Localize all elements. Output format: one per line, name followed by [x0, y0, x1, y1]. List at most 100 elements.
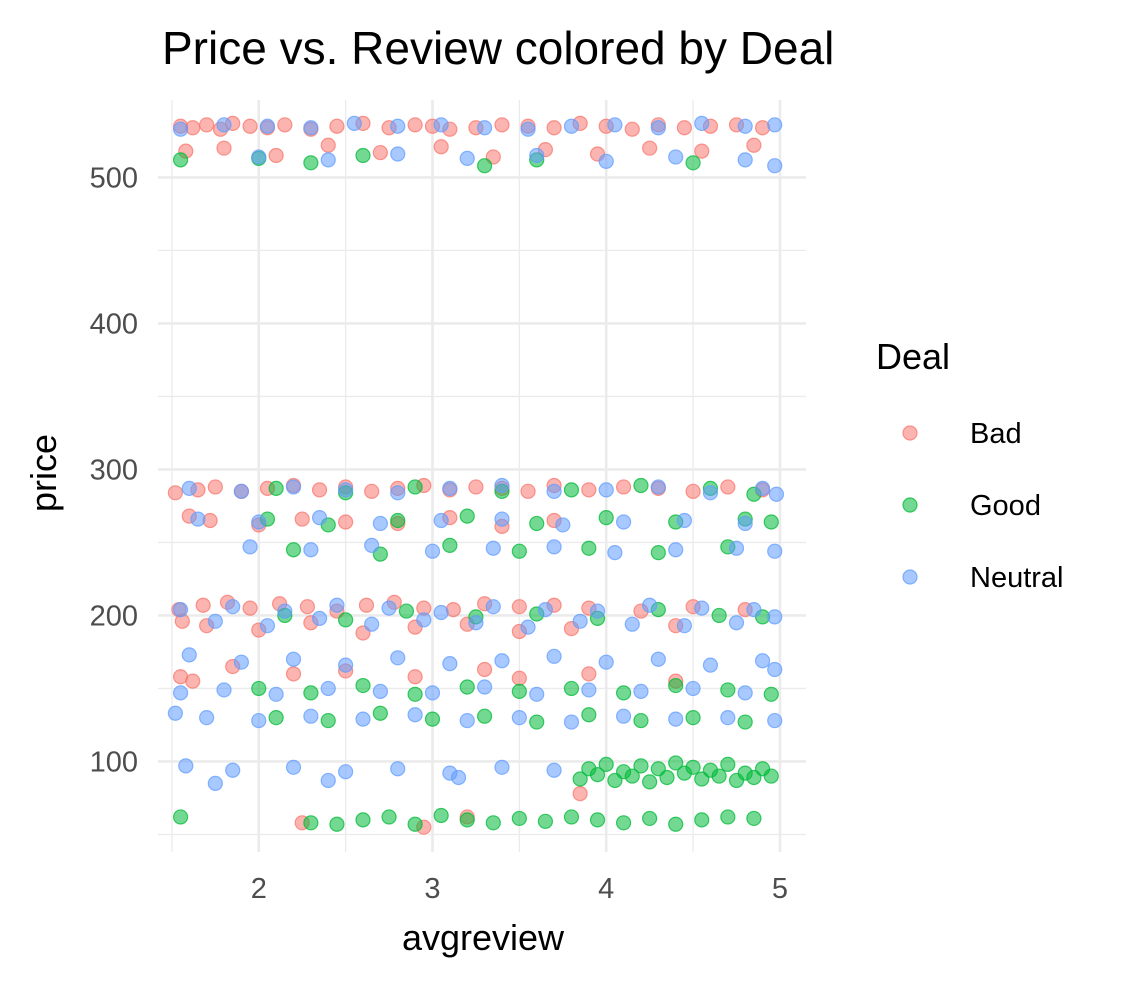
data-point [303, 542, 319, 558]
data-point [199, 117, 215, 133]
data-point [407, 479, 423, 495]
data-point [720, 809, 736, 825]
data-point [581, 682, 597, 698]
data-point [763, 768, 779, 784]
data-point [424, 711, 441, 727]
data-point [668, 542, 684, 558]
data-point [511, 710, 527, 726]
data-point [642, 140, 658, 156]
data-point [607, 772, 623, 789]
data-point [598, 756, 614, 772]
data-point [259, 118, 276, 134]
data-point [494, 511, 510, 527]
data-point [433, 512, 449, 529]
data-point [181, 647, 197, 663]
data-point [477, 661, 493, 678]
data-point [581, 666, 597, 682]
data-point [728, 772, 745, 789]
x-axis-tick-labels: 2 3 4 5 [251, 873, 788, 905]
legend-title: Deal [876, 336, 950, 377]
data-point [520, 483, 536, 499]
data-point [172, 121, 189, 137]
data-point [459, 150, 475, 167]
data-point [668, 711, 684, 727]
legend-label: Good [970, 490, 1041, 522]
data-point [520, 121, 536, 137]
data-point [650, 545, 666, 561]
data-point [563, 118, 580, 134]
data-point [529, 515, 545, 532]
data-point [407, 669, 423, 685]
data-point [285, 479, 302, 495]
data-point [285, 759, 302, 775]
data-point [668, 677, 684, 694]
data-point [581, 707, 597, 723]
data-point [346, 115, 362, 131]
data-point [372, 705, 388, 721]
data-point [433, 807, 449, 824]
data-point [390, 485, 406, 501]
data-point [537, 602, 554, 618]
legend-item-bad: Bad [902, 418, 1022, 450]
data-point [633, 477, 649, 494]
data-point [607, 545, 623, 561]
data-point [372, 515, 388, 532]
data-point [555, 517, 571, 533]
data-point [589, 767, 606, 783]
data-point [185, 673, 201, 689]
data-point [642, 774, 658, 790]
data-point [311, 482, 328, 498]
data-point [338, 764, 354, 780]
data-point [285, 666, 302, 682]
data-point [676, 765, 692, 781]
data-point [303, 708, 319, 724]
data-point [233, 483, 249, 499]
data-point [320, 772, 336, 789]
data-point [338, 482, 354, 498]
minor-gridlines [158, 100, 806, 852]
data-point [433, 139, 449, 155]
data-point [277, 117, 293, 133]
data-point [685, 680, 701, 697]
data-point [485, 599, 501, 615]
legend-key [902, 425, 918, 441]
data-point [650, 120, 666, 136]
data-point [529, 686, 545, 702]
data-point [459, 508, 475, 524]
y-tick-label: 300 [90, 454, 138, 486]
data-point [329, 816, 345, 832]
data-point [372, 144, 388, 161]
data-point [172, 809, 189, 825]
data-point [563, 680, 580, 697]
data-point [416, 612, 432, 628]
data-point [294, 511, 310, 527]
data-point [633, 712, 649, 729]
data-point [364, 616, 380, 632]
data-point [737, 152, 753, 168]
legend-key [902, 497, 918, 513]
data-point [364, 537, 380, 553]
series-neutral [167, 115, 785, 791]
data-points [167, 115, 785, 835]
data-point [167, 485, 183, 501]
data-point [355, 147, 371, 164]
data-point [563, 809, 580, 825]
data-point [251, 712, 267, 729]
y-tick-label: 100 [90, 746, 138, 778]
data-point [668, 816, 684, 832]
data-point [358, 597, 375, 613]
data-point [702, 657, 719, 673]
data-point [694, 143, 710, 159]
data-point [746, 602, 762, 618]
data-point [702, 485, 719, 501]
data-point [581, 482, 597, 498]
y-tick-label: 400 [90, 308, 138, 340]
data-point [537, 813, 554, 829]
data-point [195, 597, 211, 613]
data-point [251, 514, 267, 530]
data-point [398, 603, 415, 619]
data-point [485, 540, 501, 556]
data-point [754, 653, 771, 669]
data-point [251, 680, 267, 697]
